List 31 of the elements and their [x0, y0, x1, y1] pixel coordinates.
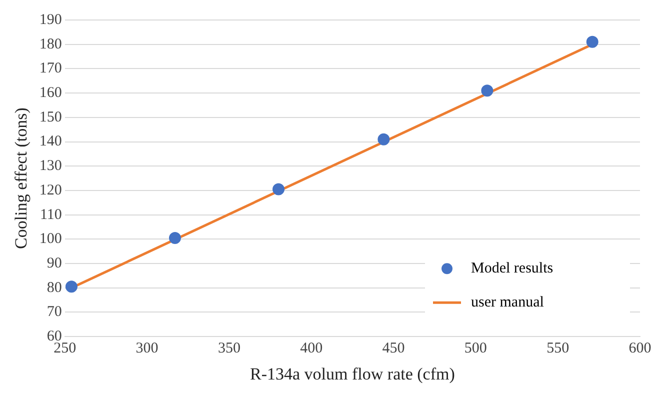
y-tick-label: 90	[46, 255, 62, 272]
y-tick-label: 180	[39, 36, 62, 52]
x-tick-label: 450	[382, 340, 405, 357]
point	[586, 36, 598, 48]
x-tick-label: 250	[54, 340, 76, 357]
point	[481, 84, 494, 97]
y-tick-label: 100	[39, 231, 62, 248]
y-tick-label: 140	[39, 134, 62, 150]
legend-label: user manual	[471, 294, 544, 311]
x-tick-label: 300	[136, 340, 158, 357]
y-tick-label: 160	[39, 85, 62, 101]
x-tick-label: 400	[300, 340, 323, 357]
y-tick-label: 130	[39, 158, 62, 174]
legend-label: Model results	[471, 260, 554, 277]
point	[65, 280, 78, 293]
point	[272, 183, 285, 196]
y-tick-label: 110	[40, 206, 62, 223]
y-axis-title: Cooling effect (tons)	[12, 108, 31, 249]
y-tick-label: 70	[46, 304, 62, 320]
y-tick-label: 150	[39, 109, 62, 126]
point	[168, 232, 181, 244]
x-tick-label: 550	[546, 340, 570, 357]
x-tick-label: 600	[628, 340, 652, 357]
x-axis-title: R-134a volum flow rate (cfm)	[250, 364, 455, 384]
y-tick-label: 80	[46, 280, 62, 296]
y-tick-label: 120	[39, 182, 62, 198]
x-tick-label: 500	[464, 340, 487, 357]
y-tick-label: 190	[39, 12, 62, 28]
point	[378, 133, 390, 146]
y-tick-label: 170	[39, 60, 62, 77]
x-tick-label: 350	[218, 340, 240, 357]
